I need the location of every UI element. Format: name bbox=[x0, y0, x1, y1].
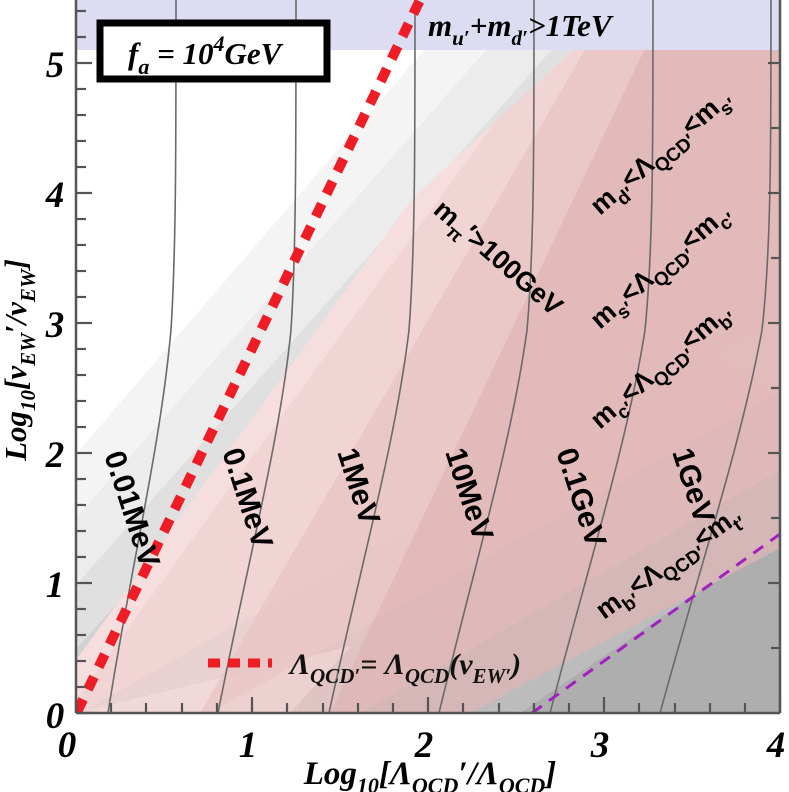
contour-curves bbox=[107, 0, 772, 713]
lambda-equality-line bbox=[76, 0, 425, 713]
fa-exp: 4 bbox=[213, 31, 225, 56]
xtick-label-0: 0 bbox=[58, 725, 77, 766]
plot-area: 0.01MeV 0.1MeV 1MeV 10MeV 0.1GeV 1GeV mπ… bbox=[76, 0, 780, 713]
blue-m1: m bbox=[428, 8, 452, 43]
contour-1GeV bbox=[659, 0, 772, 713]
contour-0.1MeV bbox=[217, 0, 297, 713]
x-title-sub2: QCD bbox=[412, 773, 459, 792]
fa-unit: GeV bbox=[225, 36, 284, 71]
y-title-log: Log bbox=[0, 411, 33, 462]
label-blue-band: mu′+md′>1TeV bbox=[428, 8, 614, 50]
ytick-label-2: 2 bbox=[45, 435, 65, 476]
contour-1MeV bbox=[328, 0, 416, 713]
fa-box-text: fa = 104GeV bbox=[128, 31, 284, 79]
y-title-close: ] bbox=[0, 259, 33, 271]
blue-rest: >1TeV bbox=[528, 8, 614, 43]
y-title-sub3: EW bbox=[16, 268, 40, 303]
xtick-label-4: 4 bbox=[766, 725, 786, 766]
y-title-sub: 10 bbox=[16, 389, 40, 411]
contour-10MeV bbox=[438, 0, 535, 713]
mb-boundary-line bbox=[531, 532, 780, 713]
x-title-log: Log bbox=[303, 756, 357, 792]
xtick-label-2: 2 bbox=[414, 725, 434, 766]
ticks bbox=[74, 9, 782, 715]
legend-lam: Λ bbox=[288, 648, 310, 681]
ytick-label-3: 3 bbox=[45, 305, 65, 346]
fa-sub: a bbox=[138, 54, 149, 79]
y-title-open: [v bbox=[0, 365, 33, 390]
ytick-label-0: 0 bbox=[46, 696, 65, 737]
y-title-prime: ′/v bbox=[0, 301, 33, 333]
x-title-close: ] bbox=[543, 756, 556, 792]
blue-m1sub: u′ bbox=[452, 26, 470, 50]
y-axis-title: Log10[vEW′/vEW] bbox=[0, 259, 40, 462]
blue-m2sub: d′ bbox=[512, 26, 528, 50]
xtick-label-1: 1 bbox=[239, 725, 258, 766]
legend-close: ) bbox=[508, 648, 521, 681]
contour-0.01MeV bbox=[107, 0, 177, 713]
contour-0.1GeV bbox=[549, 0, 654, 713]
blue-plus: +m bbox=[470, 8, 512, 43]
legend-vsub: EW′ bbox=[472, 664, 512, 688]
legend: ΛQCD′= ΛQCD(vEW′) bbox=[208, 648, 521, 688]
x-title-prime: ′/Λ bbox=[458, 756, 498, 792]
ytick-label-4: 4 bbox=[45, 175, 65, 216]
pink-band-mc bbox=[330, 0, 780, 713]
y-title-sub2: EW bbox=[16, 332, 40, 367]
x-title-sub3: QCD bbox=[499, 773, 546, 792]
x-axis-title: Log10[ΛQCD′/ΛQCD] bbox=[303, 756, 557, 792]
xtick-label-3: 3 bbox=[590, 725, 610, 766]
pink-region-bands bbox=[76, 0, 780, 713]
ytick-label-1: 1 bbox=[46, 565, 65, 606]
legend-lamsub2: QCD bbox=[405, 664, 449, 688]
fa-prefix: f bbox=[128, 36, 141, 71]
legend-label: ΛQCD′= ΛQCD(vEW′) bbox=[288, 648, 521, 688]
x-title-open: [Λ bbox=[379, 756, 412, 792]
ytick-label-5: 5 bbox=[46, 45, 65, 86]
x-title-sub: 10 bbox=[357, 773, 379, 792]
fa-eq: = 10 bbox=[149, 36, 213, 71]
fa-box-frame bbox=[96, 19, 331, 83]
fa-annotation-box: fa = 104GeV bbox=[96, 19, 331, 83]
tick-labels: 0 1 2 3 4 0 1 2 3 4 5 bbox=[45, 45, 786, 766]
legend-eq: = Λ bbox=[360, 648, 405, 681]
legend-lamsub: QCD′ bbox=[310, 664, 360, 688]
legend-open: (v bbox=[449, 648, 473, 681]
